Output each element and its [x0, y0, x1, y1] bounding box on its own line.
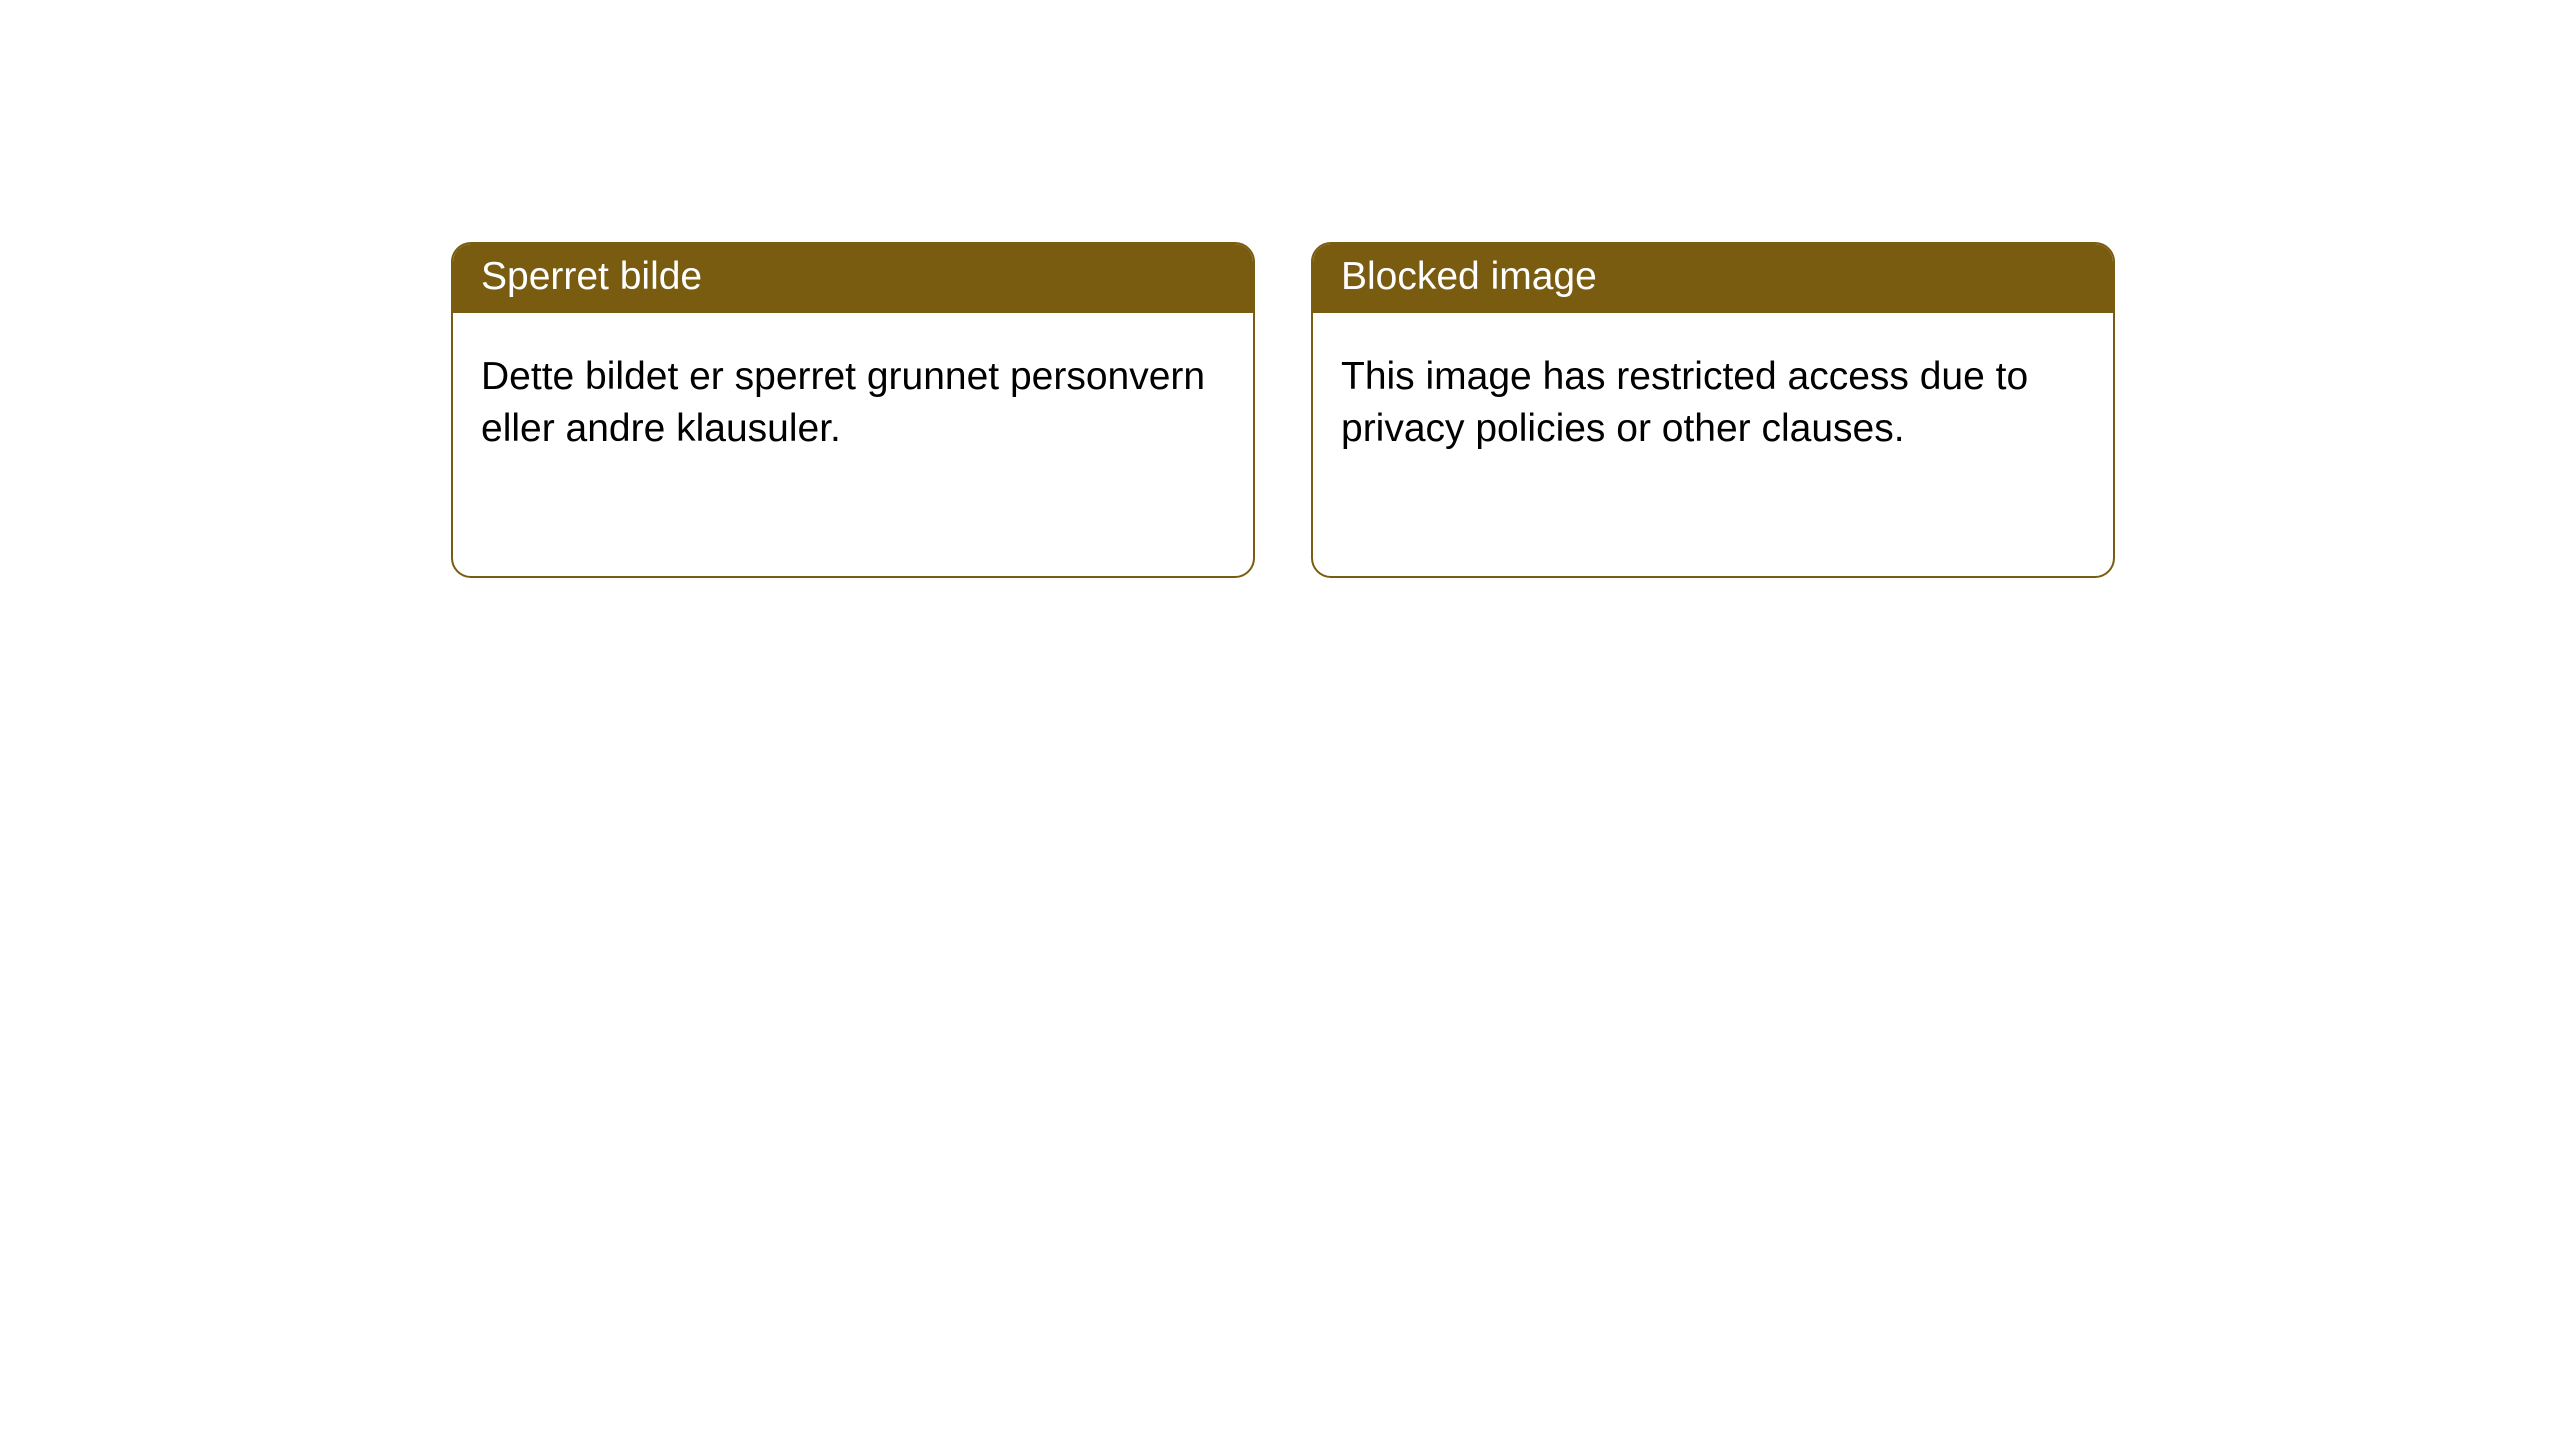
notice-container: Sperret bilde Dette bildet er sperret gr…	[451, 242, 2115, 578]
notice-card-en: Blocked image This image has restricted …	[1311, 242, 2115, 578]
notice-header-en: Blocked image	[1313, 244, 2113, 313]
notice-card-no: Sperret bilde Dette bildet er sperret gr…	[451, 242, 1255, 578]
notice-header-no: Sperret bilde	[453, 244, 1253, 313]
notice-body-en: This image has restricted access due to …	[1313, 313, 2113, 476]
notice-body-no: Dette bildet er sperret grunnet personve…	[453, 313, 1253, 476]
